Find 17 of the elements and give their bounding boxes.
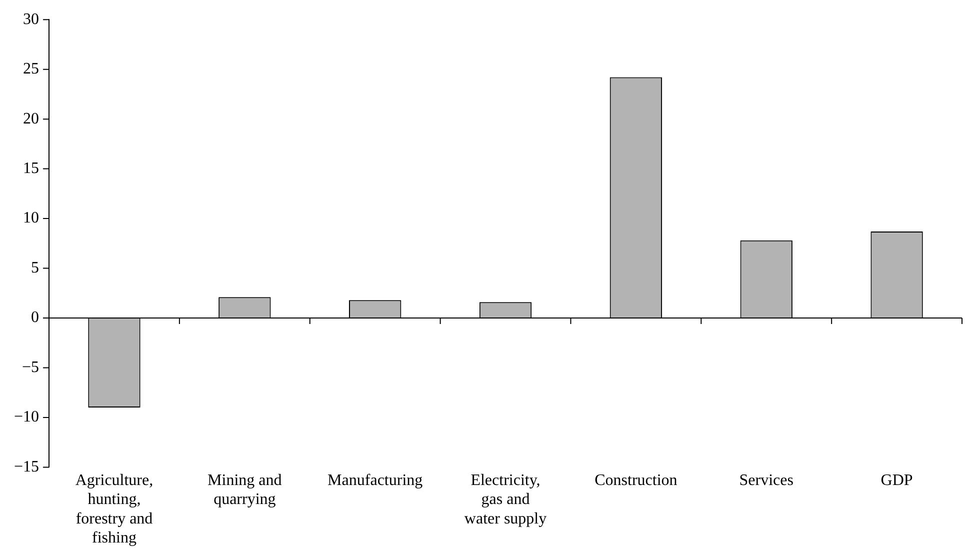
x-tick-label: Construction xyxy=(594,472,678,490)
y-tick-label: −5 xyxy=(22,358,40,376)
y-tick-label: −10 xyxy=(14,408,40,426)
x-tick-label: Electricity, gas and water supply xyxy=(464,472,547,528)
x-tick-label: Services xyxy=(739,472,794,490)
y-tick-label: 20 xyxy=(23,110,40,128)
y-tick-label: 5 xyxy=(31,259,40,276)
y-tick-label: −15 xyxy=(14,458,40,476)
x-tick-label: Mining and quarrying xyxy=(208,472,282,508)
x-tick-label: Agriculture, hunting, forestry and fishing xyxy=(75,472,154,547)
y-tick-label: 10 xyxy=(23,210,40,227)
x-tick-label: GDP xyxy=(880,472,913,490)
y-tick-label: 0 xyxy=(31,309,40,326)
y-tick-label: 30 xyxy=(23,10,40,28)
y-tick-label: 15 xyxy=(23,160,40,178)
y-tick-label: 25 xyxy=(23,60,40,78)
x-tick-label: Manufacturing xyxy=(328,472,423,490)
